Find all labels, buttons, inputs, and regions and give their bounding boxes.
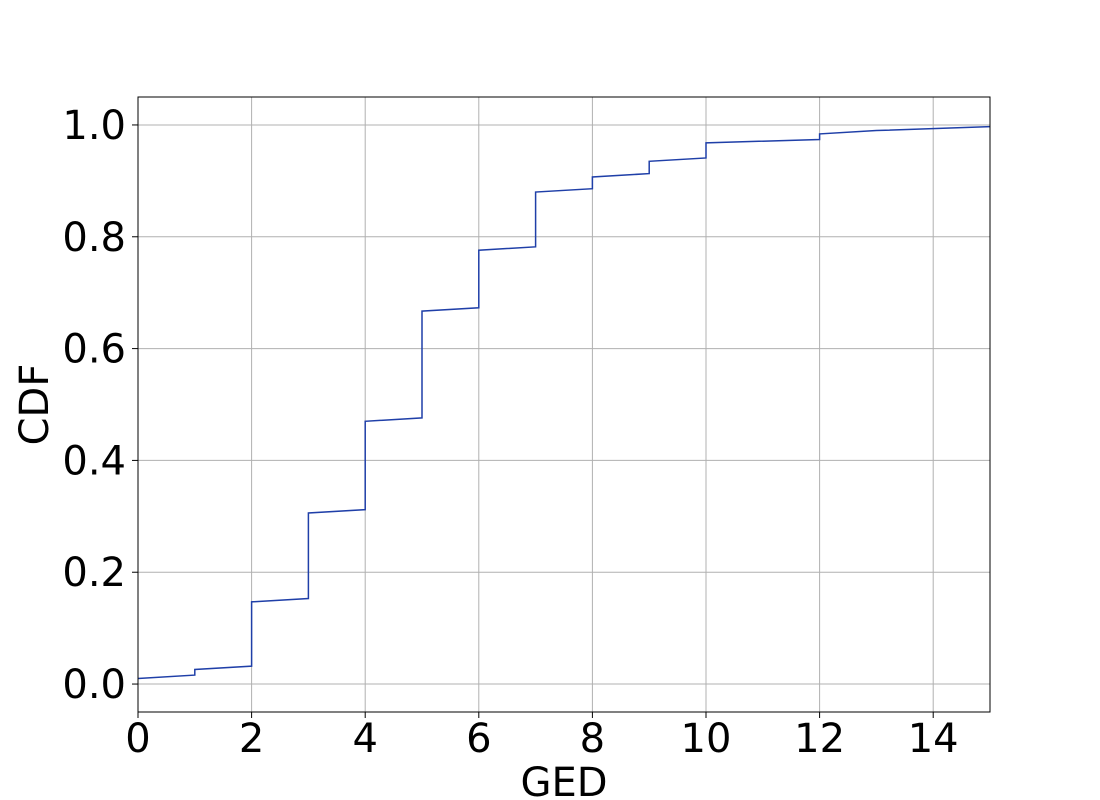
cdf-series-line: [137, 125, 991, 680]
x-tick-label: 6: [466, 716, 491, 762]
x-tick-label: 12: [794, 716, 845, 762]
y-axis-ticks: 0.0 0.2 0.4 0.6 0.8 1.0: [62, 103, 138, 708]
x-axis-ticks: 0 2 4 6 8 10 12 14: [125, 712, 959, 762]
x-tick-label: 0: [125, 716, 150, 762]
x-tick-label: 2: [239, 716, 264, 762]
x-tick-label: 8: [580, 716, 605, 762]
grid-lines: [137, 97, 990, 712]
y-tick-label: 1.0: [62, 103, 126, 149]
y-tick-label: 0.0: [62, 662, 126, 708]
x-tick-label: 4: [352, 716, 377, 762]
x-tick-label: 14: [908, 716, 959, 762]
y-tick-label: 0.2: [62, 550, 126, 596]
x-axis-label: GED: [520, 760, 607, 800]
y-tick-label: 0.8: [62, 215, 126, 261]
y-axis-label: CDF: [12, 364, 58, 446]
y-tick-label: 0.6: [62, 327, 126, 373]
y-tick-label: 0.4: [62, 438, 126, 484]
x-tick-label: 10: [681, 716, 732, 762]
plot-area-frame: [137, 96, 991, 713]
